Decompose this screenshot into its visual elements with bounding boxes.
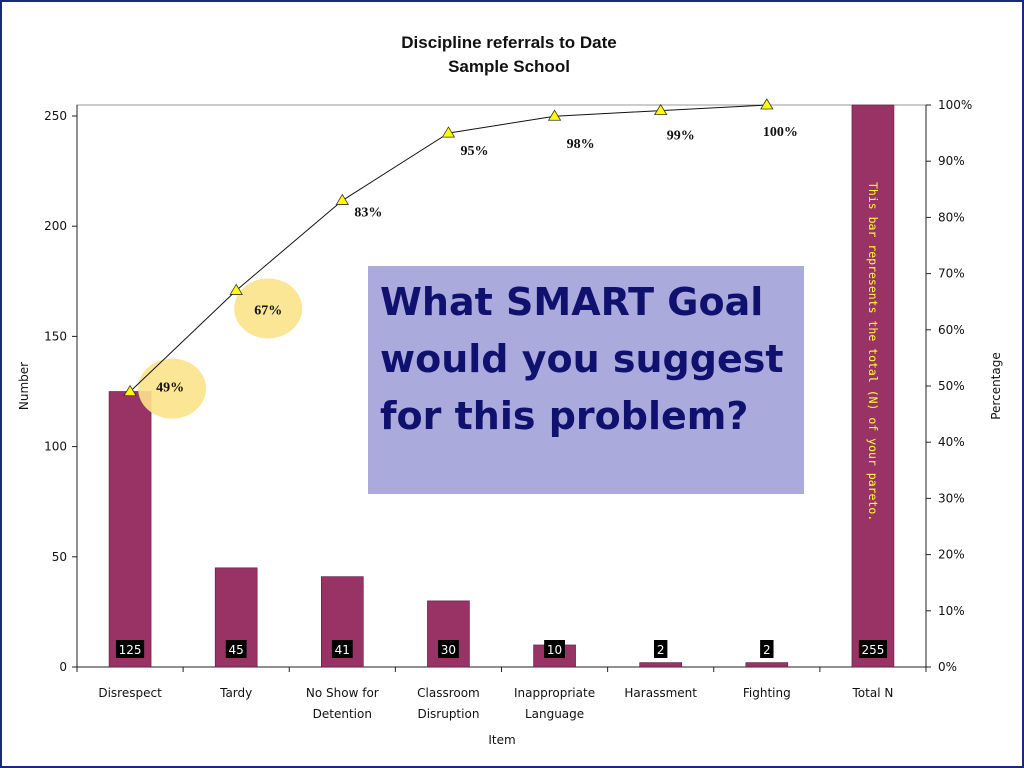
y-tick-label: 100 xyxy=(44,440,67,454)
cumulative-label: 100% xyxy=(763,125,798,140)
cumulative-marker xyxy=(123,384,137,397)
value-label: 45 xyxy=(229,643,244,657)
cumulative-marker xyxy=(441,126,456,138)
category-label: Detention xyxy=(313,707,372,721)
highlight-circle xyxy=(234,278,303,339)
category-label: Classroom xyxy=(417,686,480,700)
y2-tick-label: 50% xyxy=(938,379,965,393)
value-label: 30 xyxy=(441,643,456,657)
value-label-bg xyxy=(115,640,145,658)
value-label: 2 xyxy=(763,643,771,657)
value-label-bg xyxy=(653,640,668,658)
bar xyxy=(639,662,682,668)
y2-tick-label: 90% xyxy=(938,154,965,168)
category-label: Disrespect xyxy=(98,686,162,700)
value-label-bg xyxy=(858,640,888,658)
chart-subtitle: Sample School xyxy=(448,57,570,76)
cumulative-marker xyxy=(760,98,774,110)
category-label: Inappropriate xyxy=(514,686,595,700)
y-tick-label: 200 xyxy=(44,219,67,233)
y-tick-label: 0 xyxy=(59,660,67,674)
cumulative-label: 83% xyxy=(354,206,382,221)
value-label: 10 xyxy=(547,643,562,657)
highlight-circle xyxy=(138,358,207,419)
value-label: 125 xyxy=(119,643,142,657)
category-label: Language xyxy=(525,707,584,721)
category-label: No Show for xyxy=(306,686,379,700)
cumulative-marker xyxy=(653,103,668,116)
category-label: Disruption xyxy=(417,707,479,721)
y2-tick-label: 100% xyxy=(938,98,972,112)
category-label: Fighting xyxy=(743,686,791,700)
callout-text: What SMART Goal would you suggest for th… xyxy=(380,280,784,438)
category-label: Tardy xyxy=(219,686,252,700)
value-label-bg xyxy=(760,640,774,658)
smart-goal-callout: What SMART Goal would you suggest for th… xyxy=(368,266,804,494)
cumulative-label: 99% xyxy=(667,129,695,144)
y2-tick-label: 20% xyxy=(938,548,965,562)
value-label: 255 xyxy=(861,643,884,657)
value-label: 2 xyxy=(657,643,665,657)
cumulative-label: 49% xyxy=(156,381,184,396)
y-tick-label: 50 xyxy=(52,550,67,564)
cumulative-marker xyxy=(335,193,350,205)
value-label-bg xyxy=(225,640,247,658)
cumulative-marker xyxy=(547,109,562,121)
y2-axis-title: Percentage xyxy=(989,352,1003,420)
bar xyxy=(851,104,895,668)
cumulative-label: 95% xyxy=(460,144,488,159)
value-label-bg xyxy=(438,640,459,658)
y2-tick-label: 10% xyxy=(938,604,965,618)
cumulative-label: 67% xyxy=(254,303,282,318)
y2-tick-label: 0% xyxy=(938,660,957,674)
chart-title: Discipline referrals to Date xyxy=(401,33,616,52)
cumulative-marker xyxy=(229,283,243,295)
y-tick-label: 150 xyxy=(44,329,67,343)
cumulative-label: 98% xyxy=(567,137,595,152)
category-label: Total N xyxy=(852,686,894,700)
bar xyxy=(108,391,152,668)
y-tick-label: 250 xyxy=(44,109,67,123)
y2-tick-label: 30% xyxy=(938,491,965,505)
category-label: Harassment xyxy=(624,686,697,700)
y2-tick-label: 70% xyxy=(938,267,965,281)
y-axis-title: Number xyxy=(17,362,31,410)
x-axis-title: Item xyxy=(488,733,515,747)
y2-tick-label: 40% xyxy=(938,435,965,449)
value-label-bg xyxy=(544,640,565,658)
value-label: 41 xyxy=(335,643,350,657)
y2-tick-label: 60% xyxy=(938,323,965,337)
y2-tick-label: 80% xyxy=(938,210,965,224)
bar xyxy=(745,662,789,668)
value-label-bg xyxy=(331,640,353,658)
total-bar-note: This bar represents the total (N) of you… xyxy=(866,182,880,521)
